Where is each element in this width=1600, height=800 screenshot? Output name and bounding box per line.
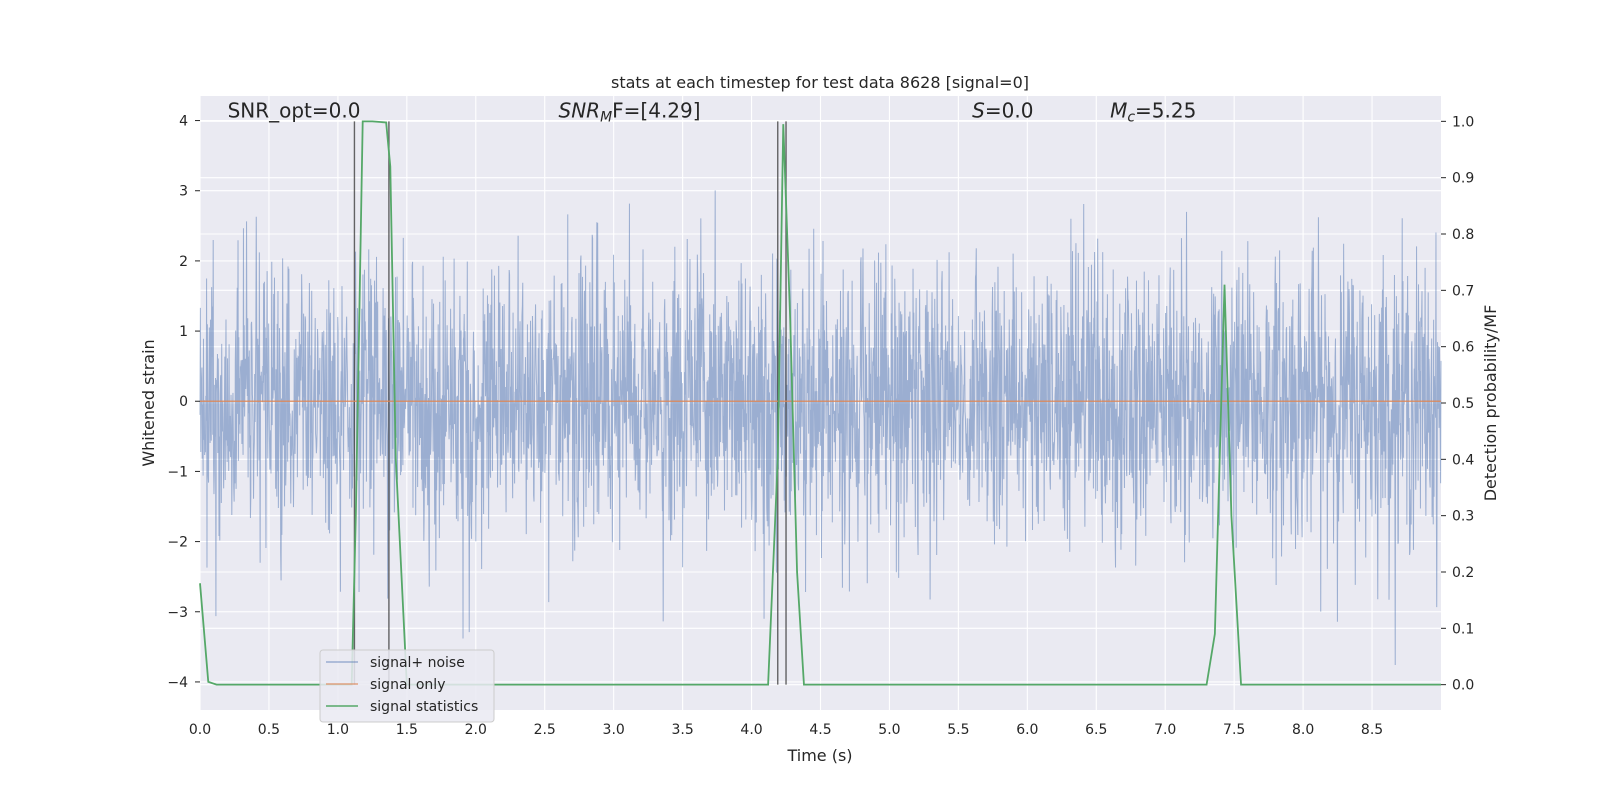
y-tick-label: 1	[179, 324, 188, 340]
x-tick-label: 2.0	[465, 722, 487, 738]
y-axis-label-right: Detection probability/MF	[1481, 305, 1500, 502]
x-tick-label: 5.5	[947, 722, 969, 738]
y-tick-label: −2	[167, 535, 188, 551]
x-tick-label: 0.5	[258, 722, 280, 738]
y-right-tick-label: 0.6	[1452, 340, 1474, 356]
y-tick-label: 0	[179, 394, 188, 410]
legend-label-noise: signal+ noise	[370, 655, 465, 671]
x-tick-label: 8.0	[1292, 722, 1314, 738]
y-tick-label: 4	[179, 114, 188, 130]
x-tick-label: 7.0	[1154, 722, 1176, 738]
y-right-tick-label: 0.7	[1452, 283, 1474, 299]
annotation-text: S=0.0	[972, 99, 1033, 123]
annotation-text: SNR_opt=0.0	[228, 99, 361, 123]
y-right-tick-label: 1.0	[1452, 114, 1474, 130]
x-tick-label: 2.5	[534, 722, 556, 738]
x-tick-label: 1.5	[396, 722, 418, 738]
x-axis-label: Time (s)	[786, 746, 852, 765]
noise-series	[199, 190, 1442, 666]
y-right-tick-label: 0.1	[1452, 621, 1474, 637]
y-tick-label: −1	[167, 464, 188, 480]
y-right-tick-label: 0.2	[1452, 565, 1474, 581]
y-tick-label: 2	[179, 254, 188, 270]
y-right-tick-label: 0.0	[1452, 678, 1474, 694]
legend-box	[319, 649, 495, 723]
y-tick-label: 3	[179, 184, 188, 200]
y-right-tick-label: 0.3	[1452, 509, 1474, 525]
x-tick-label: 0.0	[189, 722, 211, 738]
x-tick-label: 6.5	[1085, 722, 1107, 738]
x-tick-label: 7.5	[1223, 722, 1245, 738]
x-tick-label: 4.0	[740, 722, 762, 738]
annotation-text: SNRMF=[4.29]	[559, 99, 701, 126]
legend: signal+ noise signal only signal statist…	[319, 649, 495, 723]
y-right-tick-label: 0.5	[1452, 396, 1474, 412]
x-tick-label: 4.5	[809, 722, 831, 738]
chart-title: stats at each timestep for test data 862…	[611, 73, 1029, 92]
series-signal-plus-noise	[199, 190, 1442, 666]
x-tick-label: 3.5	[671, 722, 693, 738]
lines-layer	[199, 120, 1441, 686]
x-tick-label: 8.5	[1361, 722, 1383, 738]
series-signal-statistics	[199, 120, 1441, 686]
y-right-tick-label: 0.9	[1452, 171, 1474, 187]
y-right-tick-label: 0.4	[1452, 452, 1474, 468]
x-tick-label: 5.0	[878, 722, 900, 738]
y-axis-label-left: Whitened strain	[139, 339, 158, 466]
y-tick-label: −4	[167, 675, 188, 691]
x-tick-label: 1.0	[327, 722, 349, 738]
y-tick-label: −3	[167, 605, 188, 621]
x-tick-label: 6.0	[1016, 722, 1038, 738]
legend-label-signal: signal only	[370, 677, 445, 693]
annotation-text: Mc=5.25	[1110, 99, 1196, 126]
legend-label-statistics: signal statistics	[370, 699, 478, 715]
tick-labels: 0.0 0.5 1.0 1.5 2.0 2.5 3.0 3.5 4.0 4.5 5.0 5.5 6.0 6…	[167, 114, 1474, 738]
y-right-tick-label: 0.8	[1452, 227, 1474, 243]
x-tick-label: 3.0	[603, 722, 625, 738]
annotations: SNR_opt=0.0 SNRMF=[4.29] S=0.0 Mc=5.25	[228, 99, 1197, 126]
